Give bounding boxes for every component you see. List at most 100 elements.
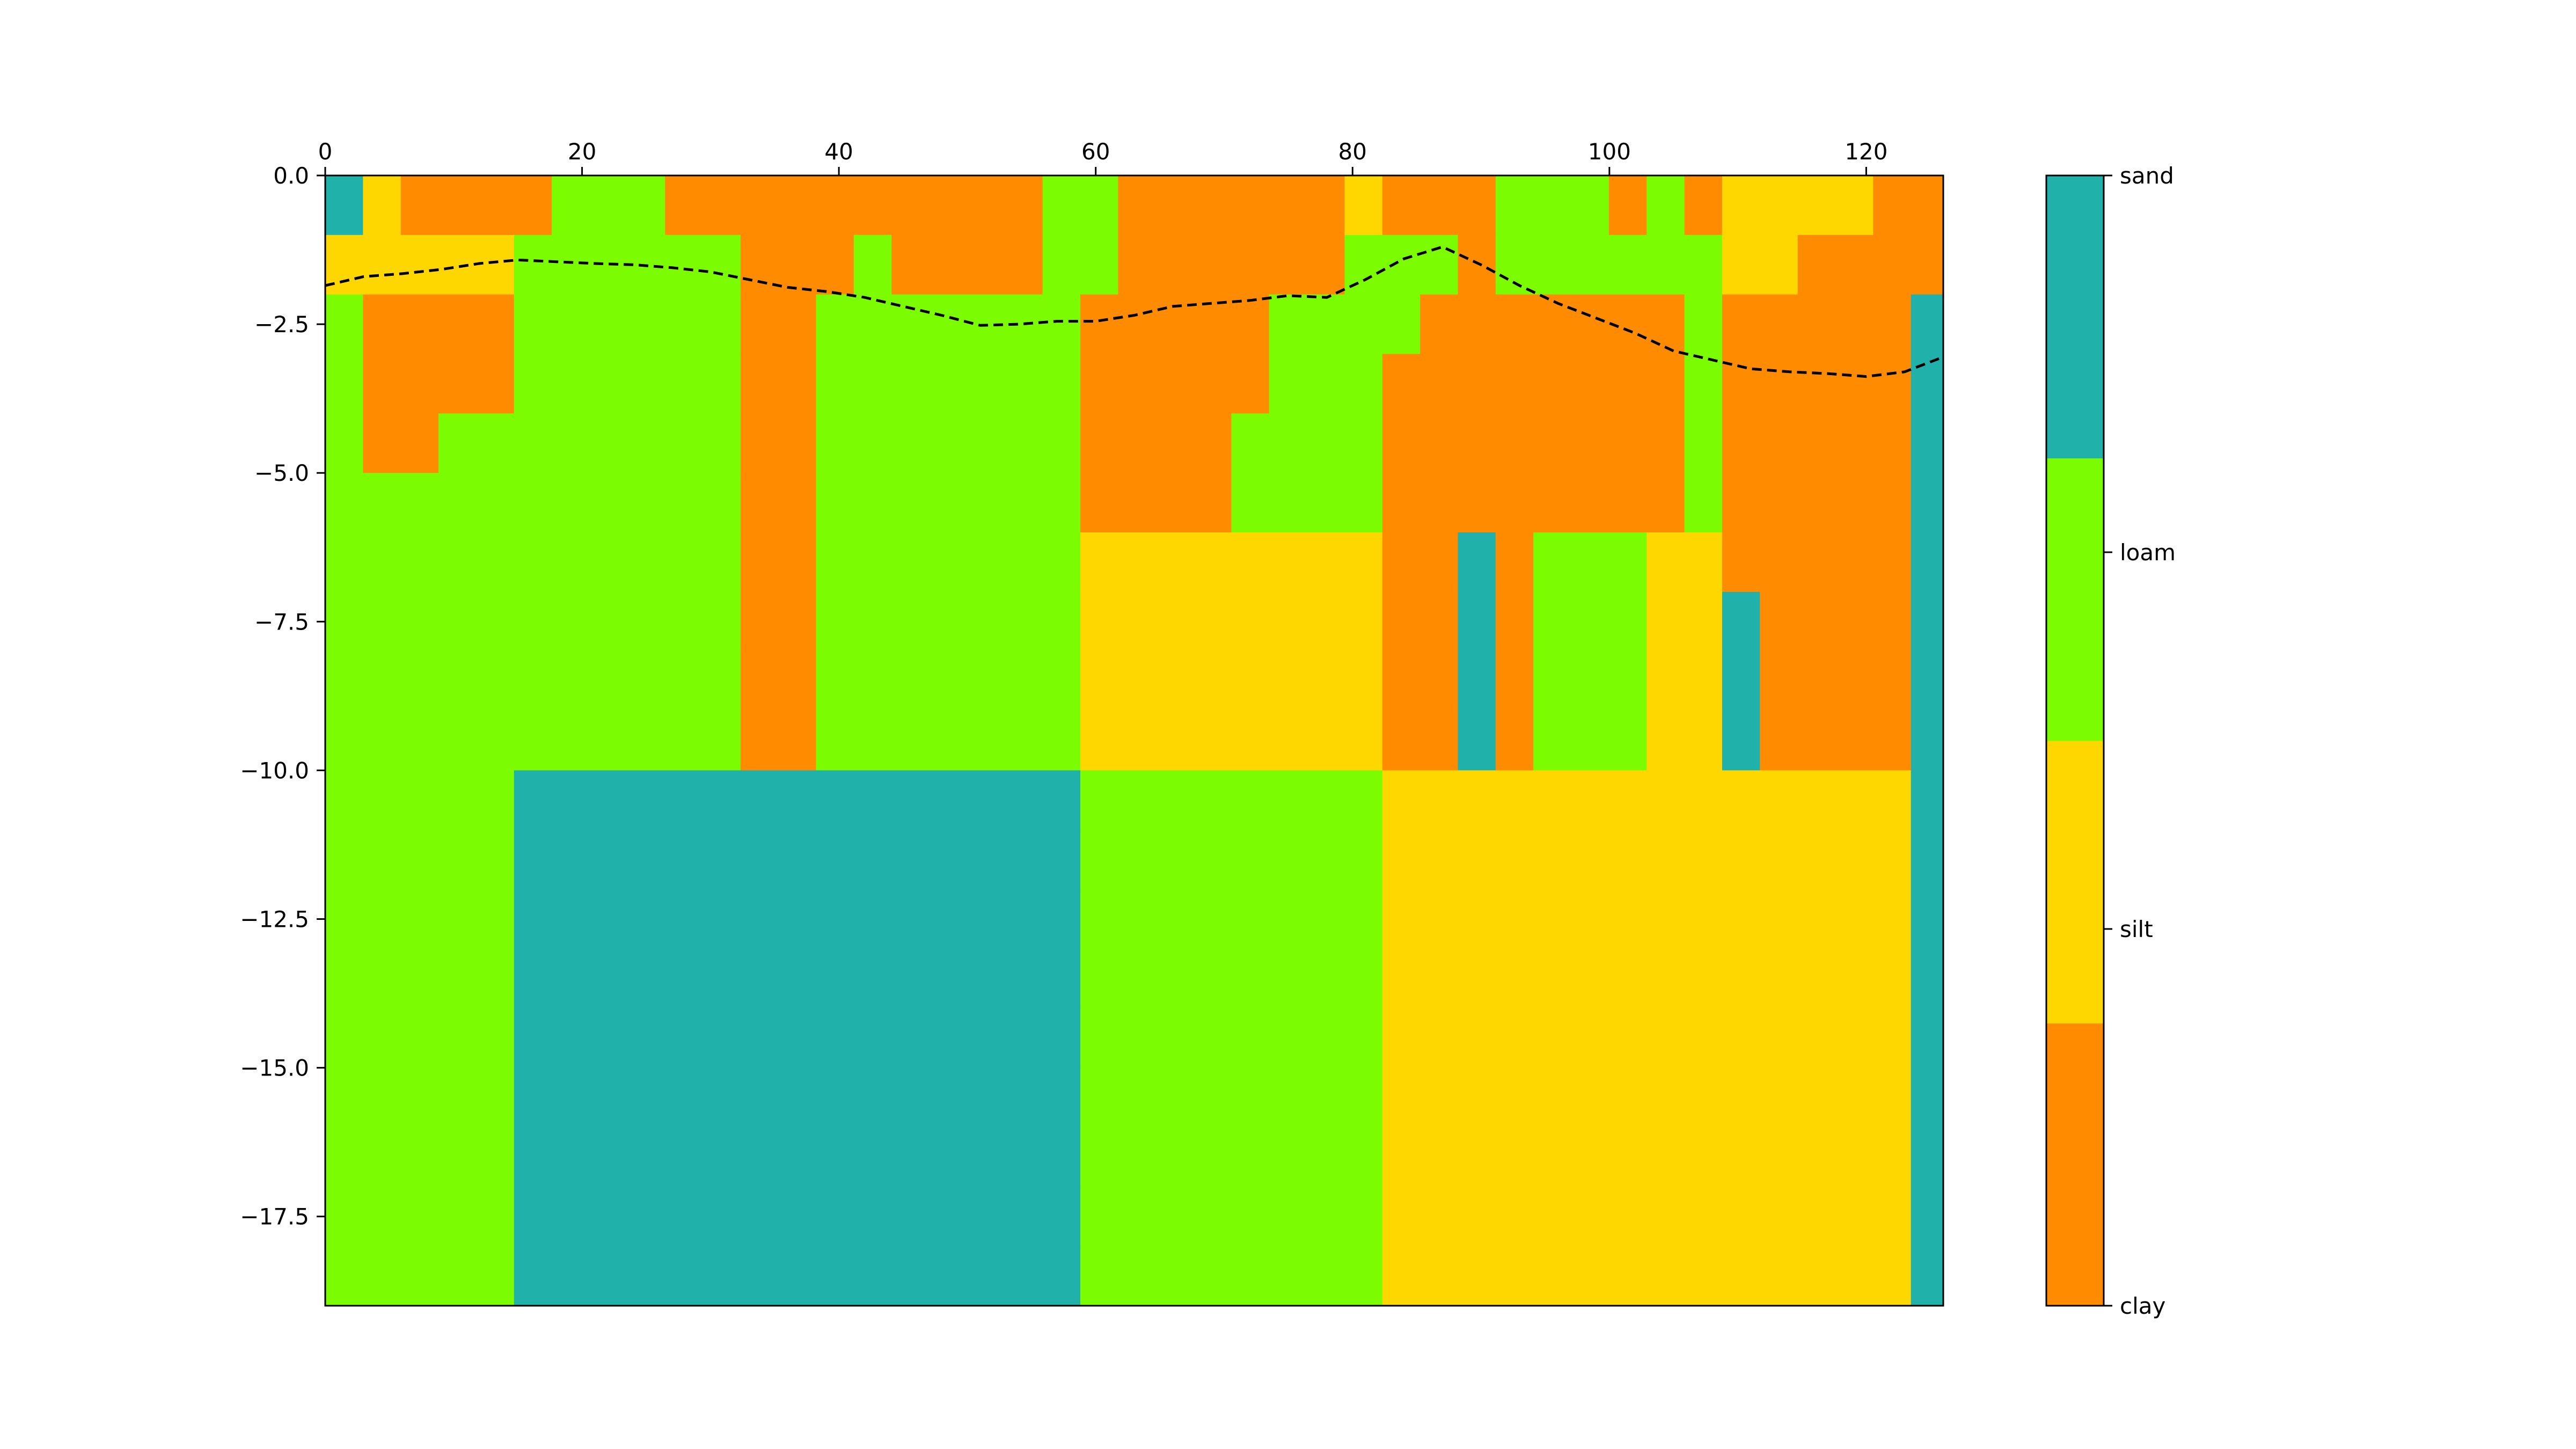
y-axis-left: 0.0 −2.5 −5.0 −7.5 −10.0 −12.5 −15.0 −17.5: [240, 163, 325, 1230]
cell-sand: [1911, 830, 1944, 890]
cell-loam: [1533, 711, 1647, 771]
cell-sand: [514, 1246, 1081, 1306]
x-tick-label: 120: [1845, 138, 1887, 165]
cell-clay: [740, 294, 817, 355]
y-tick-label: −17.5: [240, 1204, 309, 1230]
cell-loam: [514, 294, 741, 355]
cell-clay: [1495, 711, 1534, 771]
cell-loam: [816, 711, 1081, 771]
cell-sand: [1911, 413, 1944, 473]
cell-sand: [1911, 1246, 1944, 1306]
cell-loam: [853, 235, 892, 295]
cell-sand: [514, 1187, 1081, 1247]
cell-loam: [1080, 1067, 1383, 1128]
cell-clay: [1080, 294, 1270, 355]
cell-sand: [1911, 1187, 1944, 1247]
cell-sand: [1911, 1008, 1944, 1069]
dashed-boundary-line: [325, 245, 1944, 378]
cell-silt: [325, 235, 515, 295]
y-tick-label: −15.0: [240, 1055, 309, 1081]
cell-sand: [1458, 532, 1496, 592]
cell-clay: [1382, 175, 1496, 236]
x-tick-label: 60: [1081, 138, 1110, 165]
cell-loam: [325, 294, 363, 355]
y-tick-label: −10.0: [240, 757, 309, 784]
cell-loam: [514, 354, 741, 414]
cell-sand: [1458, 651, 1496, 712]
cell-loam: [1231, 413, 1383, 473]
cell-sand: [1458, 591, 1496, 652]
cell-loam: [1269, 354, 1383, 414]
cell-loam: [325, 1008, 515, 1069]
cell-loam: [325, 473, 741, 533]
cell-loam: [816, 413, 1081, 473]
cell-sand: [1458, 711, 1496, 771]
cell-clay: [363, 354, 515, 414]
cell-loam: [1344, 235, 1459, 295]
cell-clay: [1722, 532, 1912, 592]
cell-clay: [1797, 235, 1944, 295]
cell-silt: [1382, 889, 1912, 949]
cell-loam: [1080, 1008, 1383, 1069]
cell-clay: [1382, 413, 1685, 473]
cell-sand: [1722, 711, 1760, 771]
cell-loam: [325, 1187, 515, 1247]
heatmap-cells: [325, 175, 1944, 1306]
cell-loam: [1684, 354, 1723, 414]
cell-sand: [1911, 1067, 1944, 1128]
cell-sand: [514, 1127, 1081, 1187]
cell-sand: [1722, 651, 1760, 712]
cell-loam: [1533, 651, 1647, 712]
cell-sand: [1911, 1127, 1944, 1187]
cell-loam: [1080, 889, 1383, 949]
cell-loam: [816, 473, 1081, 533]
cell-silt: [1382, 948, 1912, 1009]
cell-silt: [1646, 591, 1723, 652]
cell-loam: [1495, 235, 1723, 295]
x-tick-label: 0: [318, 138, 333, 165]
cell-clay: [740, 591, 817, 652]
cell-loam: [325, 1246, 515, 1306]
cell-sand: [514, 889, 1081, 949]
cell-loam: [1684, 294, 1723, 355]
cell-loam: [325, 354, 363, 414]
cell-loam: [325, 711, 741, 771]
cell-sand: [1911, 889, 1944, 949]
cell-loam: [325, 889, 515, 949]
colorbar: clay silt loam sand: [2045, 163, 2176, 1319]
cell-loam: [1080, 1246, 1383, 1306]
cell-loam: [816, 532, 1081, 592]
cell-silt: [1080, 532, 1383, 592]
cell-clay: [1608, 175, 1647, 236]
cell-sand: [514, 830, 1081, 890]
cell-loam: [1080, 1127, 1383, 1187]
cell-clay: [1873, 175, 1944, 236]
x-axis-top: 0 20 40 60 80 100 120: [318, 138, 1888, 175]
cell-clay: [1458, 235, 1496, 295]
cell-clay: [1382, 651, 1459, 712]
cell-silt: [1722, 235, 1798, 295]
cell-sand: [514, 1067, 1081, 1128]
cell-loam: [1533, 532, 1647, 592]
cell-loam: [325, 770, 515, 830]
cell-silt: [1080, 711, 1383, 771]
cell-sand: [1911, 651, 1944, 712]
y-tick-label: −7.5: [254, 609, 309, 635]
colorbar-segment-clay: [2046, 1023, 2104, 1306]
cell-silt: [1722, 175, 1874, 236]
cell-loam: [1231, 473, 1383, 533]
cell-silt: [1382, 770, 1912, 830]
cell-clay: [1382, 354, 1685, 414]
cell-clay: [1382, 473, 1685, 533]
cell-clay: [740, 354, 817, 414]
cell-loam: [816, 651, 1081, 712]
cell-loam: [1646, 175, 1685, 236]
cell-clay: [1760, 711, 1912, 771]
plot-area-frame: [324, 174, 1944, 1307]
cell-clay: [740, 532, 817, 592]
colorbar-segment-loam: [2046, 458, 2104, 741]
cell-silt: [1646, 651, 1723, 712]
y-tick-label: −5.0: [254, 460, 309, 486]
cell-loam: [325, 948, 515, 1009]
cell-loam: [816, 294, 1081, 355]
